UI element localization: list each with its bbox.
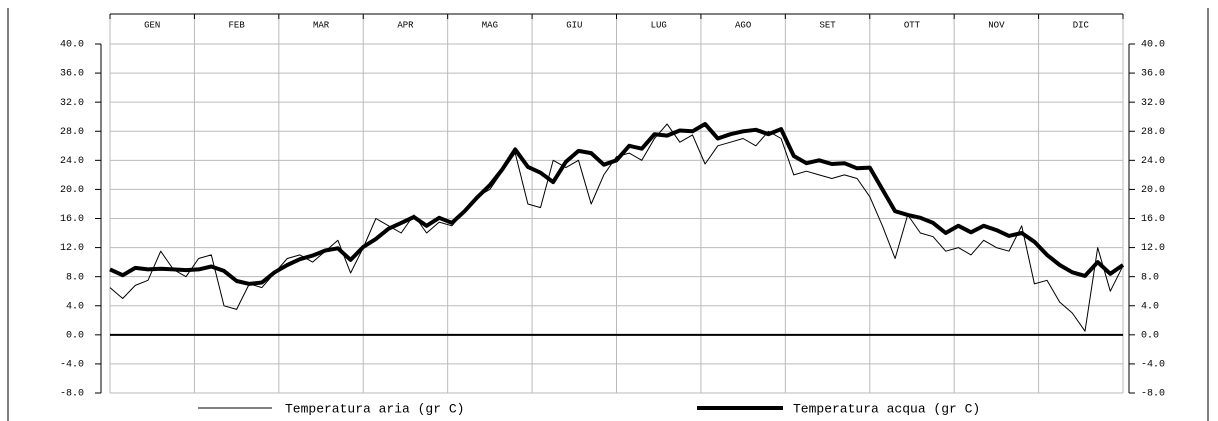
y-tick-label: -4.0 [60,360,84,371]
y2-tick-label: 16.0 [1141,214,1165,225]
legend-label: Temperatura acqua (gr C) [793,401,980,416]
y2-tick-label: 12.0 [1141,243,1165,254]
x-tick-label: GEN [144,20,160,30]
y-tick-label: 24.0 [60,156,84,167]
y2-tick-label: -8.0 [1141,389,1165,400]
x-tick-label: SET [819,20,836,30]
y2-tick-label: 36.0 [1141,69,1165,80]
x-tick-label: OTT [904,20,921,30]
x-tick-label: DIC [1073,20,1090,30]
y-tick-label: 20.0 [60,185,84,196]
x-tick-label: LUG [651,20,667,30]
y2-tick-label: 40.0 [1141,40,1165,51]
y2-tick-label: 32.0 [1141,98,1165,109]
y-tick-label: 32.0 [60,98,84,109]
y2-tick-label: 8.0 [1141,272,1159,283]
x-tick-label: FEB [229,20,246,30]
y2-tick-label: 28.0 [1141,127,1165,138]
y-tick-label: 12.0 [60,243,84,254]
y2-tick-label: 24.0 [1141,156,1165,167]
y2-tick-label: 0.0 [1141,330,1159,341]
y-tick-label: 8.0 [66,272,84,283]
y-tick-label: 16.0 [60,214,84,225]
y2-tick-label: 4.0 [1141,301,1159,312]
series-line [109,122,1125,286]
y-tick-label: 28.0 [60,127,84,138]
x-tick-label: NOV [988,20,1005,30]
y2-tick-label: 20.0 [1141,185,1165,196]
y-tick-label: 0.0 [66,330,84,341]
y-tick-label: 36.0 [60,69,84,80]
x-tick-label: APR [397,20,414,30]
y-tick-label: 4.0 [66,301,84,312]
x-tick-label: MAG [482,20,498,30]
legend-label: Temperatura aria (gr C) [285,401,464,416]
x-tick-label: MAR [313,20,330,30]
y2-tick-label: -4.0 [1141,360,1165,371]
x-tick-label: AGO [735,20,751,30]
x-tick-label: GIU [566,20,582,30]
y-tick-label: -8.0 [60,389,84,400]
y-tick-label: 40.0 [60,40,84,51]
